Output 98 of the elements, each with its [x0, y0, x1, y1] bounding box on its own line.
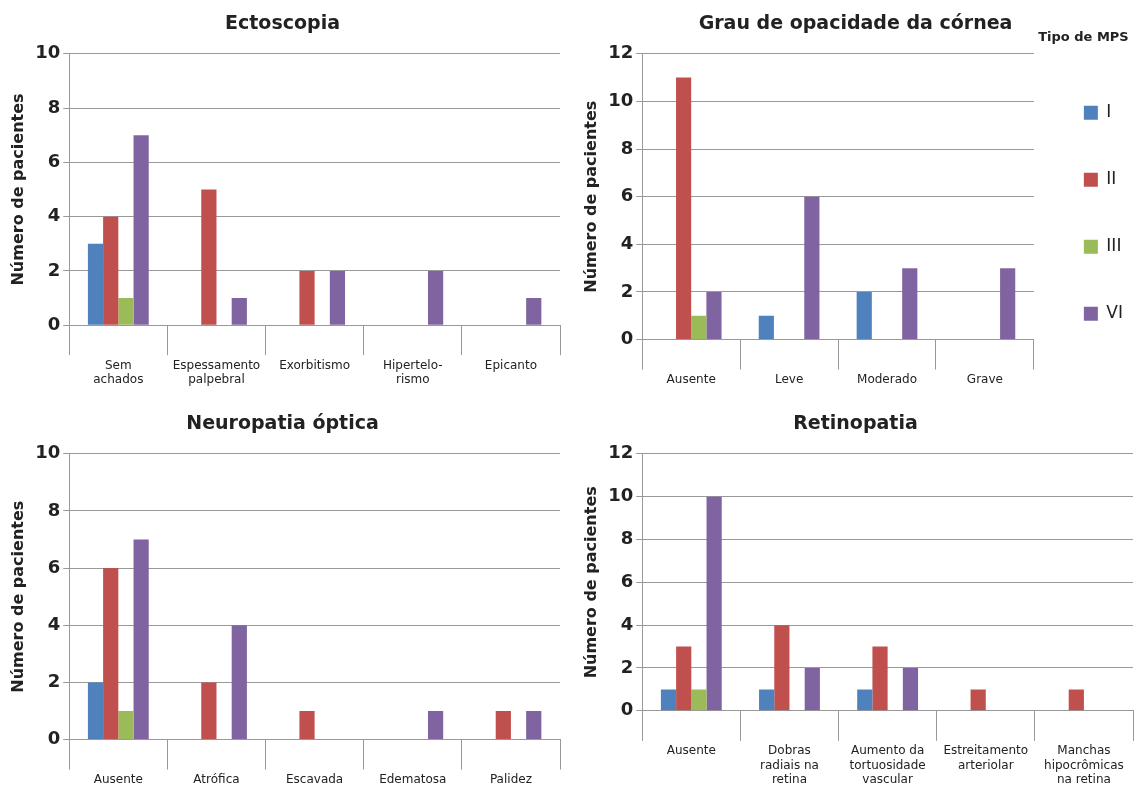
bar [804, 667, 820, 711]
bar [691, 315, 707, 340]
bar [201, 189, 217, 325]
y-tick-label: 0 [47, 727, 61, 749]
x-tick-label: Palidez [489, 771, 532, 786]
bar [133, 539, 149, 740]
y-axis-title: Número de pacientes [7, 93, 27, 286]
x-tick-label: Leve [774, 371, 804, 386]
y-axis-title: Número de pacientes [7, 500, 27, 693]
x-tick-label: Dobras radiais na retina [760, 743, 819, 786]
bar [87, 243, 104, 325]
x-tick-label: Edematosa [379, 771, 447, 786]
bar [774, 625, 790, 711]
y-tick-label: 0 [620, 327, 634, 349]
x-tick-label: Atrófica [193, 771, 240, 786]
y-tick-label: 6 [620, 569, 634, 591]
y-tick-label: 8 [47, 95, 61, 117]
y-tick-label: 2 [47, 670, 61, 692]
y-tick-label: 8 [620, 136, 634, 158]
legend-label: I [1106, 101, 1112, 122]
x-tick-label: Ausente [666, 371, 716, 386]
x-tick-label: Exorbitismo [279, 357, 351, 372]
legend-title: Tipo de MPS [1038, 28, 1129, 44]
y-tick-label: 8 [620, 527, 634, 549]
y-axis-title: Número de pacientes [580, 100, 600, 293]
bar [118, 298, 134, 325]
bar [118, 711, 134, 740]
y-tick-label: 10 [608, 484, 634, 506]
bar [231, 625, 247, 740]
x-tick-label: Escavada [286, 771, 344, 786]
x-tick-label: Hipertelo- rismo [382, 357, 443, 386]
x-tick-label: Moderado [857, 371, 917, 386]
legend-label: VI [1106, 302, 1124, 323]
y-axis-title: Número de pacientes [580, 486, 600, 679]
bar [495, 711, 511, 740]
bar [299, 711, 315, 740]
y-tick-label: 10 [35, 41, 61, 63]
x-tick-label: Estreitamento arteriolar [943, 743, 1029, 772]
bar [526, 298, 542, 325]
bar [691, 689, 707, 711]
bar [706, 291, 722, 340]
y-tick-label: 0 [47, 312, 61, 334]
x-tick-label: Grave [966, 371, 1003, 386]
bar [1068, 689, 1084, 711]
bar [329, 270, 346, 325]
bar [857, 689, 873, 711]
bar [231, 298, 247, 325]
bar [902, 667, 919, 711]
y-tick-label: 4 [47, 204, 61, 226]
bar [427, 270, 444, 325]
bar [427, 711, 444, 740]
y-tick-label: 4 [620, 232, 634, 254]
x-tick-label: Sem achados [93, 357, 144, 386]
bar [87, 682, 104, 740]
legend-label: III [1106, 235, 1122, 256]
bar [103, 216, 119, 325]
y-tick-label: 0 [620, 698, 634, 720]
bar [201, 682, 217, 740]
x-tick-label: Espessamento palpebral [172, 357, 261, 386]
bar [133, 135, 149, 325]
bar [804, 196, 820, 340]
bar [660, 689, 677, 711]
y-tick-label: 2 [620, 655, 634, 677]
bar [299, 270, 315, 325]
legend-label: II [1106, 168, 1117, 189]
x-tick-label: Ausente [93, 771, 143, 786]
y-tick-label: 12 [608, 41, 634, 63]
y-tick-label: 8 [47, 498, 61, 520]
bar [1000, 268, 1016, 340]
x-tick-label: Epicanto [484, 357, 537, 372]
y-tick-label: 6 [47, 555, 61, 577]
y-tick-label: 12 [608, 441, 634, 463]
chart-title: Ectoscopia [225, 11, 340, 34]
bar [759, 689, 775, 711]
y-tick-label: 6 [47, 150, 61, 172]
y-tick-label: 10 [608, 89, 634, 111]
bar [676, 77, 692, 340]
y-tick-label: 4 [47, 612, 61, 634]
bar [970, 689, 986, 711]
y-tick-label: 10 [35, 441, 61, 463]
y-tick-label: 4 [620, 612, 634, 634]
x-tick-label: Ausente [666, 743, 716, 758]
bar [706, 496, 722, 711]
bar [676, 646, 692, 711]
bar [758, 315, 774, 340]
y-tick-label: 6 [620, 184, 634, 206]
chart-title: Retinopatia [793, 411, 918, 434]
x-tick-label: Manchas hipocrômicas na retina [1044, 743, 1124, 786]
chart-title: Grau de opacidade da córnea [698, 11, 1013, 34]
chart-title: Neuropatia óptica [186, 411, 379, 434]
bar [872, 646, 888, 711]
bar [103, 568, 119, 740]
bar [856, 291, 872, 340]
y-tick-label: 2 [47, 258, 61, 280]
y-tick-label: 2 [620, 279, 634, 301]
bar [902, 268, 918, 340]
x-tick-label: Aumento da tortuosidade vascular [849, 743, 926, 786]
bar [526, 711, 542, 740]
